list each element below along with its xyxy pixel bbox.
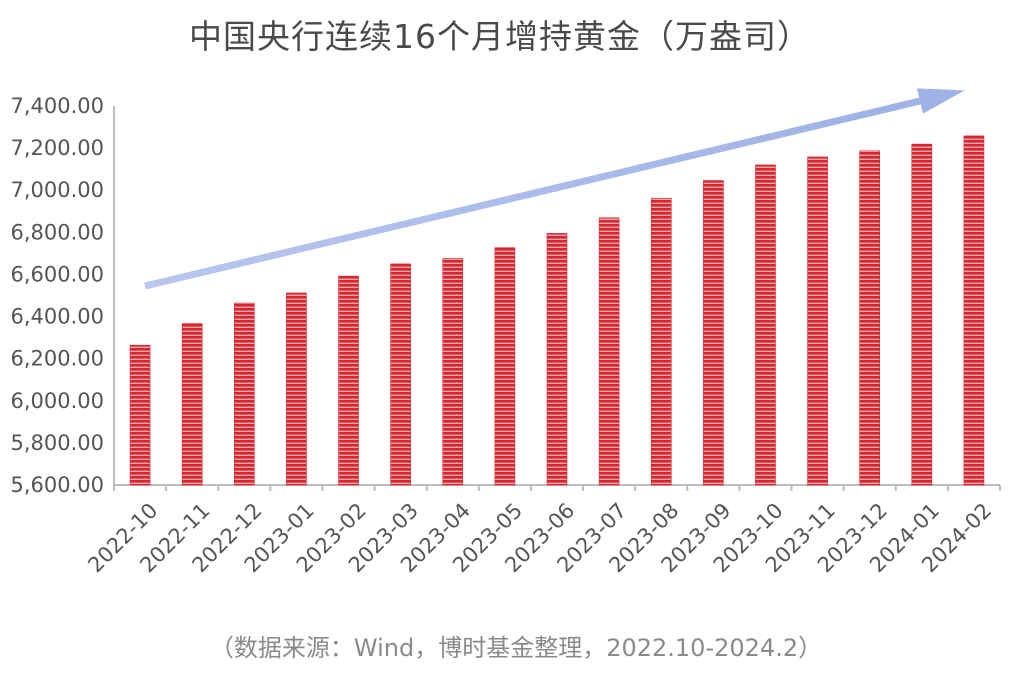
bar (911, 143, 933, 486)
bar (233, 302, 255, 486)
bar (807, 156, 828, 486)
trend-arrow-shaft (144, 97, 921, 290)
bar (703, 180, 724, 486)
x-axis-labels: 2022-102022-112022-122023-012023-022023-… (83, 498, 996, 577)
y-tick-label: 7,400.00 (10, 94, 104, 118)
y-tick-label: 5,800.00 (10, 431, 104, 455)
bar (963, 135, 985, 486)
y-tick-label: 5,600.00 (10, 473, 104, 497)
y-tick-label: 6,600.00 (10, 262, 104, 286)
bar (494, 247, 516, 486)
bar (286, 292, 307, 486)
y-tick-label: 7,000.00 (10, 178, 104, 202)
y-tick-label: 6,800.00 (10, 220, 104, 244)
bar (181, 323, 203, 486)
bar (598, 217, 620, 486)
bar (129, 344, 151, 486)
bar (546, 233, 568, 486)
trend-arrow-head (916, 88, 965, 114)
bars (129, 135, 985, 486)
bar (338, 275, 359, 486)
bar (755, 164, 776, 486)
source-note: （数据来源：Wind，博时基金整理，2022.10-2024.2） (209, 634, 823, 662)
y-tick-label: 6,400.00 (10, 305, 104, 329)
bar (859, 150, 881, 486)
y-tick-label: 6,000.00 (10, 389, 104, 413)
y-axis-labels: 5,600.00 5,800.00 6,000.00 6,200.00 6,400.00… (10, 94, 104, 497)
trend-arrow (144, 88, 965, 290)
bar (442, 258, 464, 486)
bar (650, 197, 672, 486)
y-tick-label: 6,200.00 (10, 347, 104, 371)
chart-title: 中国央行连续16个月增持黄金（万盎司） (189, 17, 811, 56)
y-tick-label: 7,200.00 (10, 136, 104, 160)
bar (390, 263, 411, 486)
